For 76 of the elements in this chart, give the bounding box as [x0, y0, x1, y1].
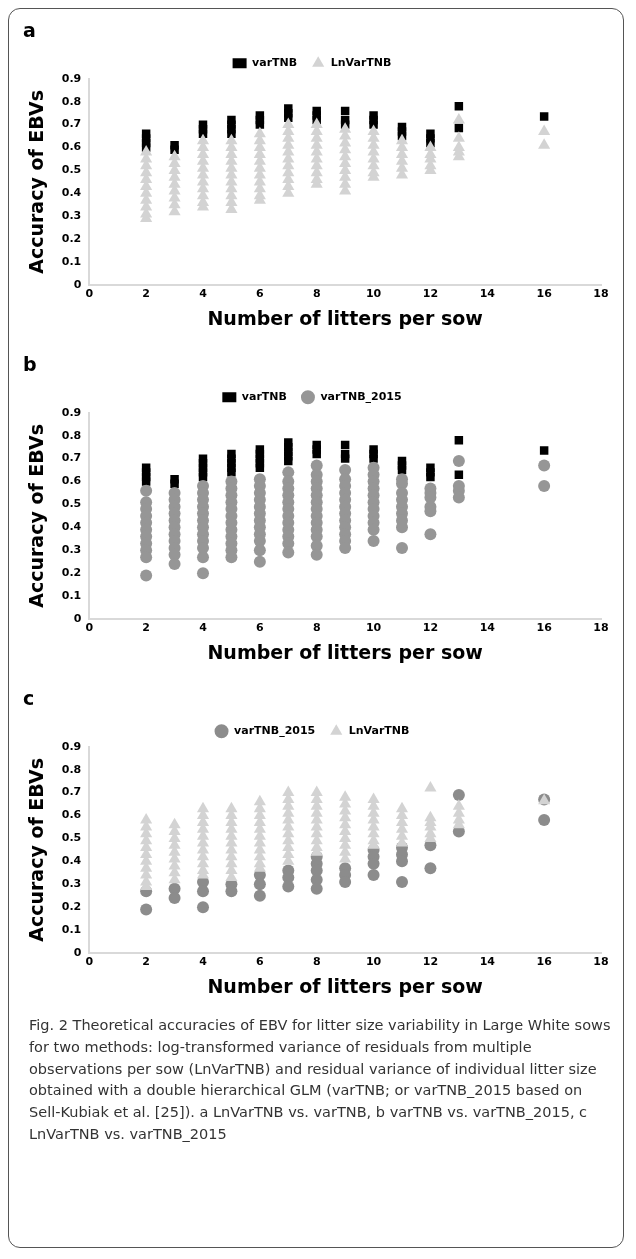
x-tick-label: 6 [256, 955, 265, 969]
x-tick-label: 8 [312, 621, 321, 635]
legend-label: varTNB [241, 390, 287, 404]
y-tick-label: 0.7 [61, 451, 82, 465]
x-tick-label: 6 [256, 621, 265, 635]
x-tick-label: 14 [479, 621, 496, 635]
y-tick-label: 0 [73, 277, 82, 291]
x-tick-label: 4 [199, 287, 208, 301]
y-tick-label: 0.8 [61, 94, 82, 108]
legend-label: varTNB [252, 56, 298, 70]
caption: Fig. 2 Theoretical accuracies of EBV for litter size variability in Large White sows for two methods: log-transformed variance of residuals from multiple observations per sow (LnVarTNB) and residual variance of individual litter size obtained with a double hierarchical GLM (varTNB; or varTNB_2015 based on Sell-Kubiak et al. [25]). a LnVarTNB vs. varTNB, b varTNB vs. varTNB_2015, c LnVarTNB vs. varTNB_2015 [28, 1016, 612, 1144]
x-tick-label: 2 [142, 621, 150, 635]
y-tick-label: 0.8 [61, 428, 82, 442]
chart-title: c [23, 687, 35, 710]
x-axis-title: Number of litters per sow [207, 306, 483, 329]
legend-label: LnVarTNB [330, 56, 392, 70]
y-tick-label: 0.5 [61, 831, 82, 845]
x-tick-label: 10 [365, 287, 382, 301]
x-tick-label: 0 [85, 955, 94, 969]
x-tick-label: 14 [479, 955, 496, 969]
x-tick-label: 18 [593, 287, 609, 301]
y-tick-label: 0.5 [61, 163, 82, 177]
y-tick-label: 0 [73, 611, 82, 625]
x-tick-label: 0 [85, 287, 94, 301]
y-tick-label: 0.3 [61, 209, 82, 223]
y-axis-title: Accuracy of EBVs [25, 423, 48, 608]
y-tick-label: 0.6 [61, 808, 82, 822]
y-tick-label: 0.4 [61, 186, 82, 200]
y-tick-label: 0.7 [61, 785, 82, 799]
x-tick-label: 2 [142, 287, 150, 301]
chart-title: a [23, 19, 36, 42]
x-tick-label: 14 [479, 287, 496, 301]
x-tick-label: 4 [199, 955, 208, 969]
y-tick-label: 0.1 [61, 588, 82, 602]
x-tick-label: 8 [312, 955, 321, 969]
x-tick-label: 8 [312, 287, 321, 301]
y-tick-label: 0.6 [61, 140, 82, 154]
y-tick-label: 0.4 [61, 520, 82, 534]
y-tick-label: 0 [73, 945, 82, 959]
legend-label: varTNB_2015 [234, 724, 316, 738]
y-tick-label: 0.9 [61, 739, 82, 753]
y-tick-label: 0.1 [61, 922, 82, 936]
y-tick-label: 0.9 [61, 71, 82, 85]
x-tick-label: 12 [422, 287, 439, 301]
x-axis-title: Number of litters per sow [207, 640, 483, 663]
chart-title: b [23, 353, 37, 376]
x-tick-label: 16 [536, 621, 553, 635]
x-tick-label: 18 [593, 621, 609, 635]
x-tick-label: 4 [199, 621, 208, 635]
y-tick-label: 0.7 [61, 117, 82, 131]
y-tick-label: 0.2 [61, 232, 82, 246]
y-tick-label: 0.3 [61, 877, 82, 891]
legend-label: LnVarTNB [348, 724, 410, 738]
x-axis-title: Number of litters per sow [207, 974, 483, 997]
x-tick-label: 10 [365, 621, 382, 635]
y-tick-label: 0.3 [61, 543, 82, 557]
y-tick-label: 0.8 [61, 762, 82, 776]
x-tick-label: 2 [142, 955, 150, 969]
x-tick-label: 0 [85, 621, 94, 635]
y-tick-label: 0.4 [61, 854, 82, 868]
x-tick-label: 12 [422, 621, 439, 635]
x-tick-label: 6 [256, 287, 265, 301]
y-tick-label: 0.9 [61, 405, 82, 419]
legend-label: varTNB_2015 [320, 390, 402, 404]
x-tick-label: 12 [422, 955, 439, 969]
x-tick-label: 10 [365, 955, 382, 969]
y-tick-label: 0.5 [61, 497, 82, 511]
y-tick-label: 0.6 [61, 474, 82, 488]
x-tick-label: 16 [536, 287, 553, 301]
x-tick-label: 16 [536, 955, 553, 969]
y-tick-label: 0.2 [61, 566, 82, 580]
y-tick-label: 0.1 [61, 254, 82, 268]
y-axis-title: Accuracy of EBVs [25, 757, 48, 942]
x-tick-label: 18 [593, 955, 609, 969]
y-axis-title: Accuracy of EBVs [25, 89, 48, 274]
y-tick-label: 0.2 [61, 900, 82, 914]
